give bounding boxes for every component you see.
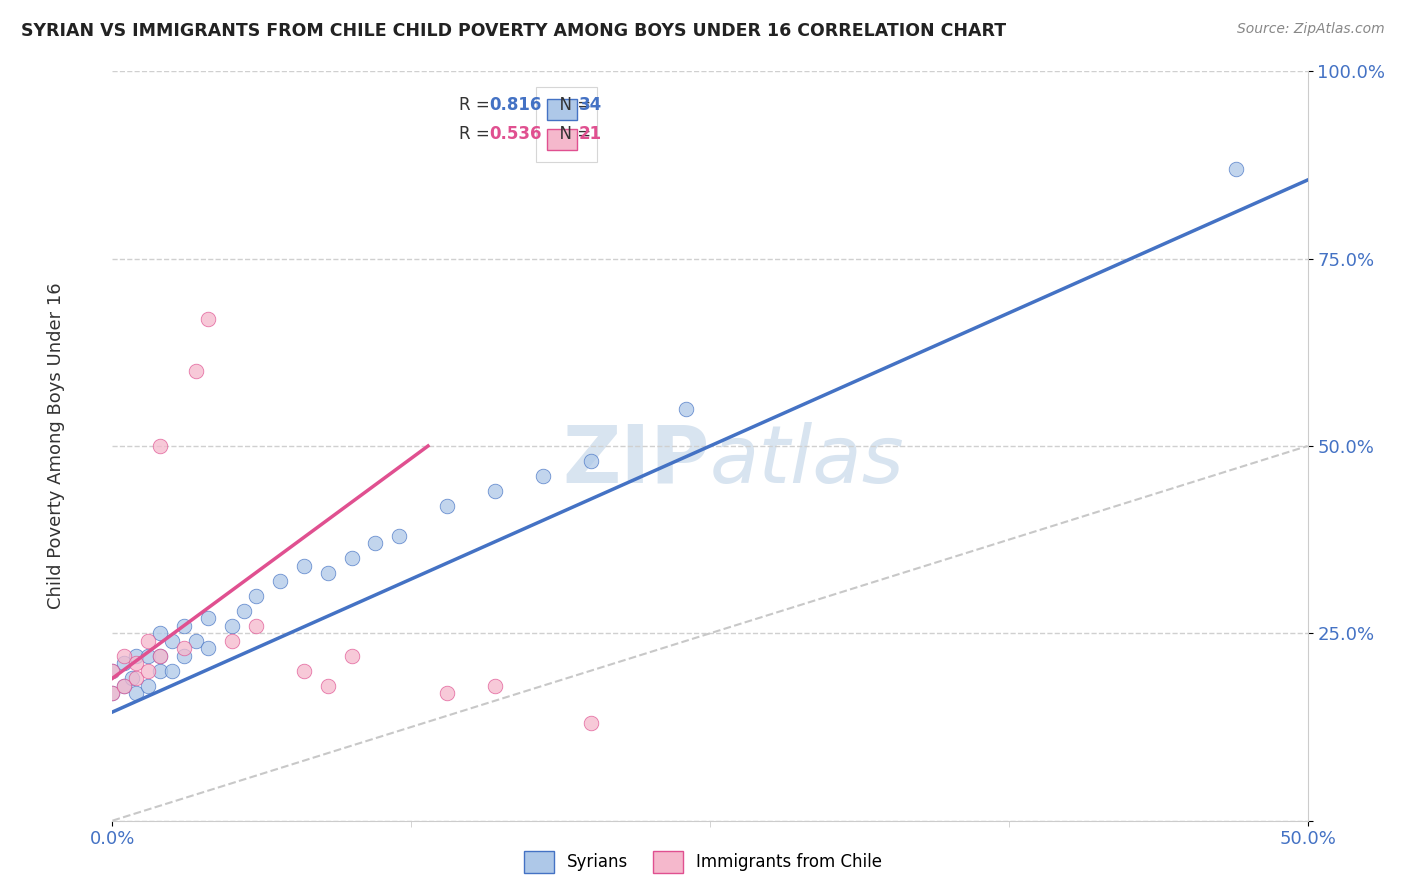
Text: R =: R = bbox=[458, 96, 495, 114]
Point bbox=[197, 611, 219, 625]
Point bbox=[197, 311, 219, 326]
Point bbox=[125, 686, 148, 700]
Point bbox=[162, 633, 183, 648]
Point bbox=[138, 633, 160, 648]
Text: atlas: atlas bbox=[710, 422, 905, 500]
Point bbox=[173, 648, 195, 663]
Point bbox=[101, 686, 124, 700]
Point bbox=[149, 439, 172, 453]
Point bbox=[149, 664, 172, 678]
Point bbox=[436, 499, 458, 513]
Text: 0.536: 0.536 bbox=[489, 125, 541, 144]
Point bbox=[1225, 161, 1247, 176]
Point bbox=[316, 566, 339, 581]
Point bbox=[114, 657, 135, 671]
Legend: , : , bbox=[536, 87, 598, 161]
Point bbox=[186, 633, 208, 648]
Point bbox=[125, 657, 148, 671]
Point bbox=[316, 679, 339, 693]
Point bbox=[340, 648, 363, 663]
Point bbox=[121, 671, 143, 685]
Text: ZIP: ZIP bbox=[562, 422, 710, 500]
Point bbox=[484, 679, 506, 693]
Point bbox=[125, 648, 148, 663]
Point bbox=[101, 664, 124, 678]
Point bbox=[197, 641, 219, 656]
Point bbox=[149, 626, 172, 640]
Point bbox=[186, 364, 208, 378]
Legend: Syrians, Immigrants from Chile: Syrians, Immigrants from Chile bbox=[517, 845, 889, 880]
Text: Child Poverty Among Boys Under 16: Child Poverty Among Boys Under 16 bbox=[48, 283, 65, 609]
Text: N =: N = bbox=[548, 125, 596, 144]
Point bbox=[114, 679, 135, 693]
Point bbox=[579, 716, 602, 731]
Point bbox=[114, 648, 135, 663]
Point bbox=[245, 619, 267, 633]
Point bbox=[436, 686, 458, 700]
Point bbox=[125, 671, 148, 685]
Point bbox=[101, 664, 124, 678]
Point bbox=[138, 648, 160, 663]
Point bbox=[364, 536, 387, 550]
Point bbox=[269, 574, 291, 588]
Point bbox=[173, 641, 195, 656]
Point bbox=[114, 679, 135, 693]
Point bbox=[531, 469, 554, 483]
Text: 34: 34 bbox=[579, 96, 602, 114]
Point bbox=[675, 401, 697, 416]
Point bbox=[579, 454, 602, 468]
Point bbox=[221, 633, 243, 648]
Text: Source: ZipAtlas.com: Source: ZipAtlas.com bbox=[1237, 22, 1385, 37]
Point bbox=[245, 589, 267, 603]
Point bbox=[340, 551, 363, 566]
Point bbox=[233, 604, 256, 618]
Text: SYRIAN VS IMMIGRANTS FROM CHILE CHILD POVERTY AMONG BOYS UNDER 16 CORRELATION CH: SYRIAN VS IMMIGRANTS FROM CHILE CHILD PO… bbox=[21, 22, 1007, 40]
Text: 0.816: 0.816 bbox=[489, 96, 541, 114]
Point bbox=[292, 664, 315, 678]
Point bbox=[162, 664, 183, 678]
Text: R =: R = bbox=[458, 125, 495, 144]
Point bbox=[221, 619, 243, 633]
Point bbox=[149, 648, 172, 663]
Text: 21: 21 bbox=[579, 125, 602, 144]
Point bbox=[484, 483, 506, 498]
Point bbox=[138, 664, 160, 678]
Point bbox=[388, 529, 411, 543]
Point bbox=[292, 558, 315, 573]
Point bbox=[138, 679, 160, 693]
Point bbox=[101, 686, 124, 700]
Text: N =: N = bbox=[548, 96, 596, 114]
Point bbox=[173, 619, 195, 633]
Point bbox=[149, 648, 172, 663]
